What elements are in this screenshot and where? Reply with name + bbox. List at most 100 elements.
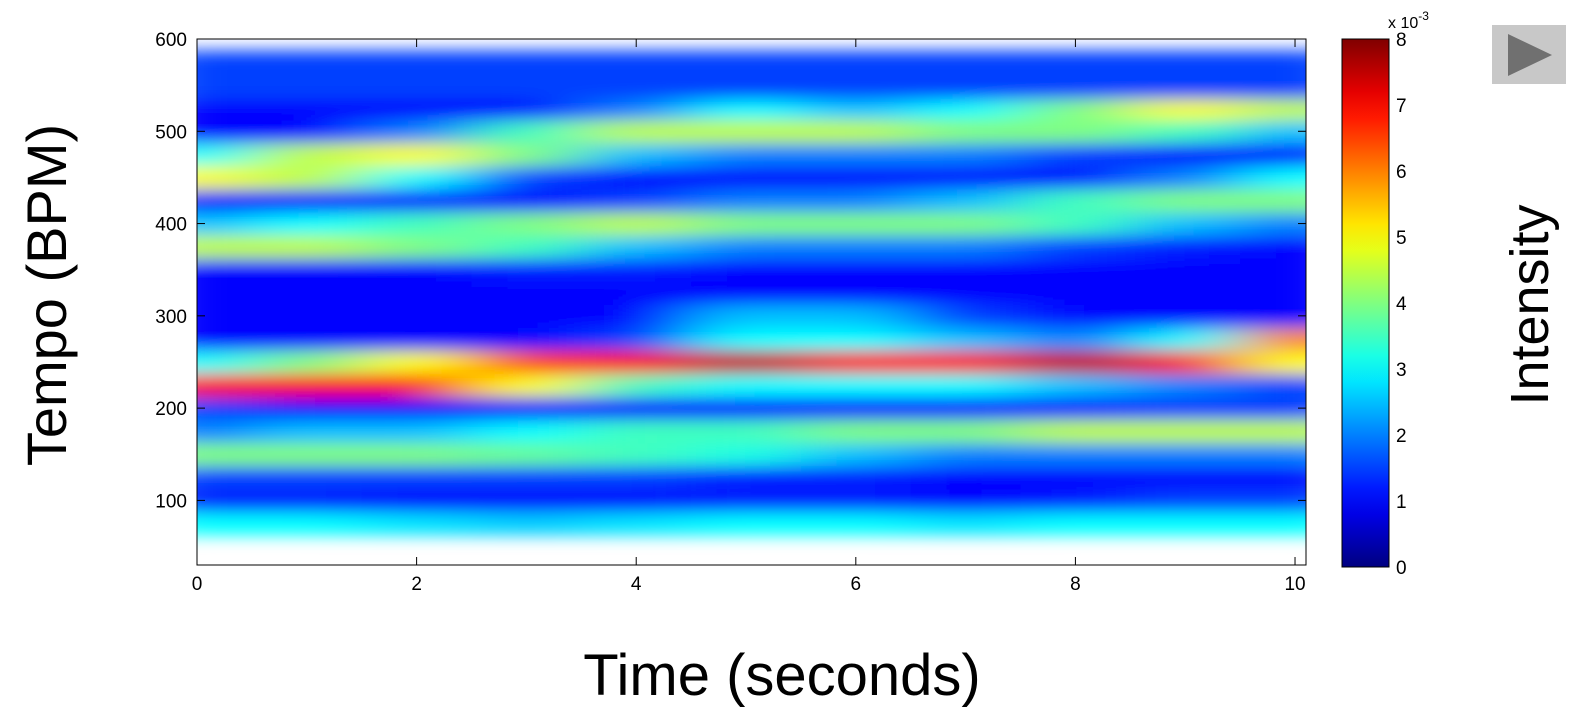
heat-cell	[1130, 511, 1241, 536]
heat-cell	[800, 396, 912, 421]
heat-cell	[251, 50, 363, 100]
heat-cell	[910, 96, 1022, 121]
heat-cell	[471, 327, 582, 351]
heat-cell	[361, 165, 473, 190]
heat-cell	[361, 212, 473, 236]
heat-cell	[197, 96, 253, 121]
heat-cell	[1240, 442, 1306, 467]
colorbar-tick-label: 7	[1396, 96, 1407, 117]
heat-cell	[581, 304, 692, 328]
heat-cell	[197, 258, 253, 282]
heat-cell	[251, 165, 363, 190]
heat-cell	[800, 511, 912, 536]
heat-cell	[197, 119, 253, 144]
heat-cell	[910, 488, 1022, 513]
heat-cell	[1240, 350, 1306, 375]
heat-cell	[581, 281, 692, 305]
heat-cell	[800, 327, 912, 351]
heat-cell	[361, 396, 473, 421]
heat-cell	[251, 142, 363, 167]
heat-cell	[251, 488, 363, 513]
heat-cell	[1130, 188, 1241, 213]
colorbar-tick-label: 8	[1396, 30, 1407, 51]
heat-cell	[1130, 304, 1241, 328]
heat-cell	[197, 327, 253, 351]
heat-cell	[471, 465, 582, 490]
heat-cell	[251, 465, 363, 490]
heat-cell	[800, 188, 912, 213]
heat-cell	[1240, 373, 1306, 398]
heat-cell	[910, 304, 1022, 328]
heat-cell	[1130, 235, 1241, 259]
x-tick-label: 2	[411, 574, 422, 595]
heat-cell	[1020, 258, 1131, 282]
play-button[interactable]	[1492, 25, 1566, 84]
heat-cell	[910, 119, 1022, 144]
heat-cell	[361, 488, 473, 513]
heat-cell	[251, 373, 363, 398]
heat-cell	[800, 212, 912, 236]
heat-cell	[471, 96, 582, 121]
heat-cell	[910, 212, 1022, 236]
heat-cell	[691, 50, 802, 100]
x-tick-label: 8	[1070, 574, 1081, 595]
heat-cell	[910, 281, 1022, 305]
heat-cell	[1020, 142, 1131, 167]
heat-cell	[1240, 327, 1306, 351]
heat-cell	[471, 442, 582, 467]
heat-cell	[691, 511, 802, 536]
heat-cell	[1240, 119, 1306, 144]
heat-cell	[361, 188, 473, 213]
colorbar-tick-label: 3	[1396, 360, 1407, 381]
colorbar-tick-label: 2	[1396, 426, 1407, 447]
heat-cell	[691, 96, 802, 121]
heat-cell	[800, 50, 912, 100]
heat-cell	[471, 419, 582, 444]
heat-cell	[800, 465, 912, 490]
heat-cell	[1020, 373, 1131, 398]
heat-cell	[251, 212, 363, 236]
heat-cell	[800, 119, 912, 144]
heat-cell	[197, 235, 253, 259]
y-tick-label: 600	[155, 30, 187, 51]
heat-cell	[251, 119, 363, 144]
heat-cell	[471, 304, 582, 328]
heat-cell	[197, 373, 253, 398]
heat-cell	[471, 165, 582, 190]
heat-cell	[910, 50, 1022, 100]
heat-cell	[691, 119, 802, 144]
heat-cell	[471, 235, 582, 259]
heat-cell	[361, 235, 473, 259]
colorbar-scale: x 10-3	[1388, 9, 1429, 32]
heat-cell	[910, 327, 1022, 351]
heat-cell	[1020, 119, 1131, 144]
heat-cell	[581, 327, 692, 351]
heat-cell	[251, 442, 363, 467]
heat-cell	[361, 419, 473, 444]
heat-cell	[197, 212, 253, 236]
heat-cell	[1020, 350, 1131, 375]
heat-cell	[361, 465, 473, 490]
heat-cell	[1020, 419, 1131, 444]
play-icon[interactable]	[1508, 34, 1552, 76]
heat-cell	[691, 188, 802, 213]
heat-cell	[1240, 188, 1306, 213]
heat-cell	[251, 419, 363, 444]
heat-cell	[691, 165, 802, 190]
heat-cell	[1130, 350, 1241, 375]
colorbar-label: Intensity	[1500, 204, 1560, 405]
heat-cell	[800, 488, 912, 513]
heat-cell	[251, 396, 363, 421]
heat-cell	[1130, 419, 1241, 444]
colorbar-tick-label: 1	[1396, 492, 1407, 513]
heat-cell	[251, 235, 363, 259]
heat-cell	[581, 188, 692, 213]
heat-cell	[361, 142, 473, 167]
heat-cell	[910, 396, 1022, 421]
plot-frame	[196, 38, 1307, 566]
heat-cell	[197, 396, 253, 421]
colorbar-tick-label: 0	[1396, 558, 1407, 579]
heat-cell	[1240, 212, 1306, 236]
x-tick-label: 6	[851, 574, 862, 595]
heat-cell	[1130, 258, 1241, 282]
